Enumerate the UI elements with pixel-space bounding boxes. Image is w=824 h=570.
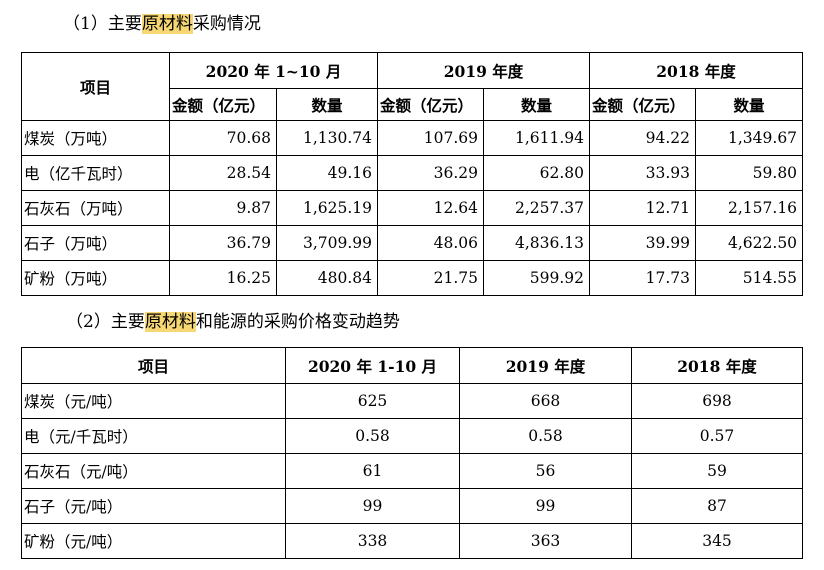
cell: 94.22 — [589, 120, 697, 156]
amount-header: 金额（亿元） — [589, 88, 697, 121]
cell: 345 — [631, 523, 803, 559]
table1-header-row: 项目 2020 年 1~10 月 2019 年度 2018 年度 — [21, 52, 804, 121]
cell: 28.54 — [169, 155, 277, 191]
cell: 48.06 — [377, 225, 485, 261]
cell: 99 — [459, 488, 632, 524]
section-1-prefix: （1）主要 — [63, 14, 142, 34]
section-2-highlight: 原材料 — [144, 312, 196, 332]
cell: 17.73 — [589, 260, 697, 296]
amount-header: 金额（亿元） — [377, 88, 485, 121]
cell: 36.79 — [169, 225, 277, 261]
cell: 61 — [285, 453, 460, 489]
row-item: 电（元/千瓦时） — [21, 418, 286, 454]
cell: 0.57 — [631, 418, 803, 454]
row-item: 煤炭（万吨） — [21, 120, 170, 156]
cell: 99 — [285, 488, 460, 524]
table-row: 煤炭（万吨） 70.68 1,130.74 107.69 1,611.94 94… — [21, 120, 804, 156]
purchase-table: 项目 2020 年 1~10 月 2019 年度 2018 年度 金额（亿元） … — [21, 52, 804, 296]
row-item: 矿粉（万吨） — [21, 260, 170, 296]
table1-period-2018: 2018 年度 — [589, 52, 804, 89]
cell: 70.68 — [169, 120, 277, 156]
cell: 36.29 — [377, 155, 485, 191]
table2-period-2019: 2019 年度 — [459, 347, 632, 384]
table2-header-row: 项目 2020 年 1-10 月 2019 年度 2018 年度 — [21, 347, 803, 384]
amount-header: 金额（亿元） — [169, 88, 277, 121]
cell: 33.93 — [589, 155, 697, 191]
cell: 12.71 — [589, 190, 697, 226]
table-row: 石灰石（元/吨） 61 56 59 — [21, 453, 803, 489]
cell: 107.69 — [377, 120, 485, 156]
cell: 87 — [631, 488, 803, 524]
table2-item-header: 项目 — [21, 347, 286, 384]
section-1-highlight: 原材料 — [141, 14, 193, 34]
table-row: 矿粉（万吨） 16.25 480.84 21.75 599.92 17.73 5… — [21, 260, 804, 296]
cell: 668 — [459, 383, 632, 419]
section-1-suffix: 采购情况 — [192, 14, 261, 34]
table2-period-2018: 2018 年度 — [631, 347, 803, 384]
cell: 1,625.19 — [275, 190, 379, 226]
cell: 49.16 — [275, 155, 379, 191]
row-item: 电（亿千瓦时） — [21, 155, 170, 191]
cell: 59 — [631, 453, 803, 489]
table1-item-header: 项目 — [21, 52, 170, 121]
cell: 1,349.67 — [695, 120, 804, 156]
cell: 39.99 — [589, 225, 697, 261]
cell: 1,130.74 — [275, 120, 379, 156]
cell: 59.80 — [695, 155, 804, 191]
table-row: 煤炭（元/吨） 625 668 698 — [21, 383, 803, 419]
table1-period-2019: 2019 年度 — [377, 52, 591, 89]
table-row: 电（元/千瓦时） 0.58 0.58 0.57 — [21, 418, 803, 454]
section-2-heading: （2）主要原材料和能源的采购价格变动趋势 — [66, 310, 400, 334]
table2-period-2020: 2020 年 1-10 月 — [285, 347, 460, 384]
row-item: 矿粉（元/吨） — [21, 523, 286, 559]
cell: 9.87 — [169, 190, 277, 226]
row-item: 石灰石（元/吨） — [21, 453, 286, 489]
cell: 4,836.13 — [483, 225, 591, 261]
table1-period-2020: 2020 年 1~10 月 — [168, 52, 379, 89]
cell: 514.55 — [695, 260, 804, 296]
table-row: 石灰石（万吨） 9.87 1,625.19 12.64 2,257.37 12.… — [21, 190, 804, 226]
cell: 338 — [285, 523, 460, 559]
row-item: 煤炭（元/吨） — [21, 383, 286, 419]
quantity-header: 数量 — [483, 88, 591, 121]
cell: 21.75 — [377, 260, 485, 296]
cell: 3,709.99 — [275, 225, 379, 261]
table-row: 石子（元/吨） 99 99 87 — [21, 488, 803, 524]
cell: 363 — [459, 523, 632, 559]
section-2-prefix: （2）主要 — [66, 312, 145, 332]
row-item: 石子（万吨） — [21, 225, 170, 261]
quantity-header: 数量 — [695, 88, 804, 121]
cell: 16.25 — [169, 260, 277, 296]
cell: 625 — [285, 383, 460, 419]
table-row: 矿粉（元/吨） 338 363 345 — [21, 523, 803, 559]
cell: 12.64 — [377, 190, 485, 226]
cell: 2,157.16 — [695, 190, 804, 226]
cell: 62.80 — [483, 155, 591, 191]
cell: 480.84 — [275, 260, 379, 296]
quantity-header: 数量 — [275, 88, 379, 121]
table-row: 石子（万吨） 36.79 3,709.99 48.06 4,836.13 39.… — [21, 225, 804, 261]
cell: 4,622.50 — [695, 225, 804, 261]
cell: 0.58 — [285, 418, 460, 454]
cell: 56 — [459, 453, 632, 489]
price-table: 项目 2020 年 1-10 月 2019 年度 2018 年度 煤炭（元/吨）… — [21, 347, 803, 559]
table1-subheader-row: 金额（亿元） 数量 金额（亿元） 数量 金额（亿元） 数量 — [22, 88, 804, 121]
section-2-suffix: 和能源的采购价格变动趋势 — [195, 312, 400, 332]
row-item: 石灰石（万吨） — [21, 190, 170, 226]
table-row: 电（亿千瓦时） 28.54 49.16 36.29 62.80 33.93 59… — [21, 155, 804, 191]
cell: 698 — [631, 383, 803, 419]
section-1-heading: （1）主要原材料采购情况 — [63, 12, 261, 36]
cell: 1,611.94 — [483, 120, 591, 156]
row-item: 石子（元/吨） — [21, 488, 286, 524]
cell: 599.92 — [483, 260, 591, 296]
cell: 0.58 — [459, 418, 632, 454]
cell: 2,257.37 — [483, 190, 591, 226]
